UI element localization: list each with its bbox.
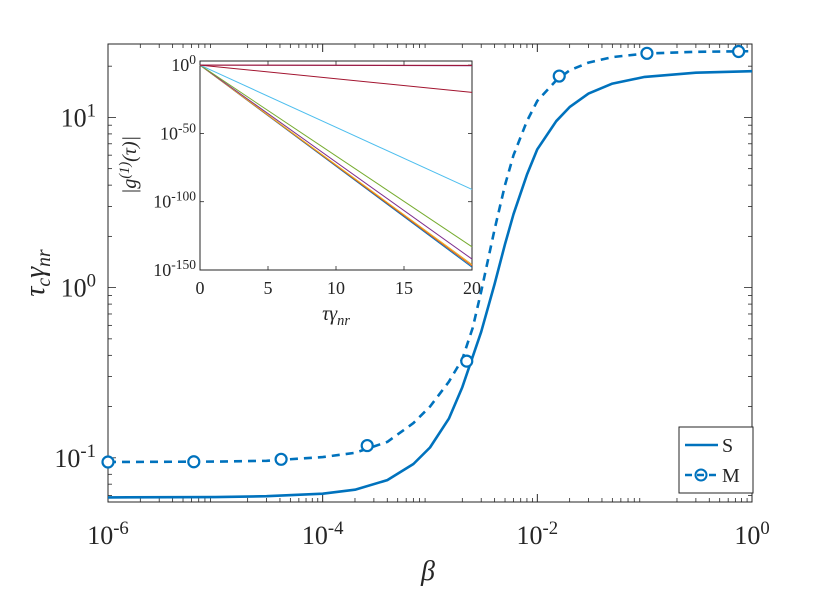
series-M-marker: [641, 48, 652, 59]
x-tick-label: 10-2: [517, 518, 559, 550]
inset-x-tick-label: 15: [395, 278, 413, 298]
y-axis-label: τcγnr: [20, 249, 55, 297]
x-axis-label: β: [420, 556, 435, 587]
series-M-marker: [276, 454, 287, 465]
legend-s-label: S: [722, 435, 733, 457]
legend-m-label: M: [722, 465, 740, 487]
x-tick-label: 100: [734, 518, 769, 550]
x-tick-label: 10-4: [302, 518, 344, 550]
inset-x-tick-label: 10: [327, 278, 345, 298]
y-tick-label: 101: [61, 100, 96, 132]
series-M-marker: [188, 456, 199, 467]
series-M-marker: [103, 456, 114, 467]
x-tick-label: 10-6: [87, 518, 129, 550]
inset-x-tick-label: 5: [264, 278, 273, 298]
inset-x-tick-label: 0: [196, 278, 205, 298]
inset-x-tick-label: 20: [463, 278, 481, 298]
series-M-marker: [733, 46, 744, 57]
legend-box: [679, 427, 753, 493]
y-tick-label: 100: [61, 271, 96, 303]
series-M-marker: [461, 356, 472, 367]
legend: S M: [679, 427, 753, 493]
series-M-marker: [554, 71, 565, 82]
y-tick-label: 10-1: [54, 441, 96, 473]
series-M-marker: [362, 440, 373, 451]
